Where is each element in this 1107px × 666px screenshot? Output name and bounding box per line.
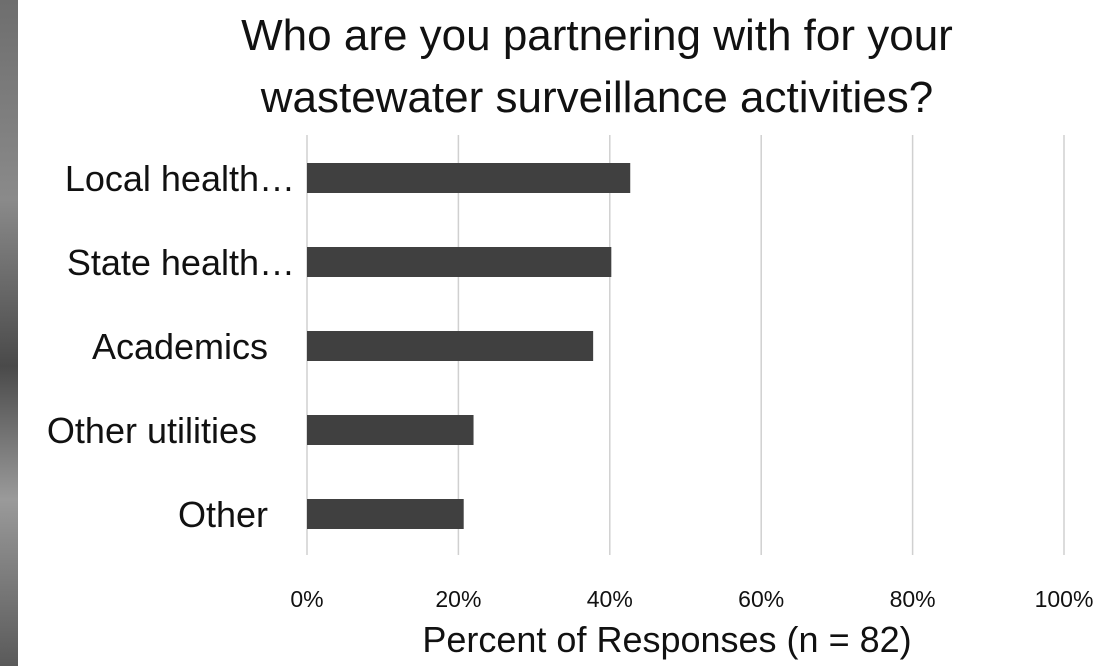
bars	[307, 163, 631, 529]
category-label: Other	[178, 494, 268, 535]
x-tick-label: 20%	[435, 586, 481, 612]
x-tick-label: 60%	[738, 586, 784, 612]
bar	[307, 499, 464, 529]
x-tick-label: 40%	[587, 586, 633, 612]
x-tick-label: 100%	[1035, 586, 1094, 612]
x-axis-title: Percent of Responses (n = 82)	[422, 619, 911, 660]
x-tick-label: 80%	[890, 586, 936, 612]
category-labels: Local health… State health… Academics Other…	[47, 158, 295, 535]
category-label: Local health…	[65, 158, 295, 199]
category-label: Academics	[92, 326, 268, 367]
category-label: Other utilities	[47, 410, 257, 451]
x-tick-labels: 0% 20% 40% 60% 80% 100%	[290, 586, 1093, 612]
bar	[307, 415, 474, 445]
x-tick-label: 0%	[290, 586, 323, 612]
bar	[307, 163, 631, 193]
bar	[307, 331, 594, 361]
background-photo-strip	[0, 0, 18, 666]
chart-title-line-2: wastewater surveillance activities?	[260, 73, 934, 122]
bar	[307, 247, 612, 277]
category-label: State health…	[67, 242, 295, 283]
chart-title-line-1: Who are you partnering with for your	[241, 11, 953, 60]
